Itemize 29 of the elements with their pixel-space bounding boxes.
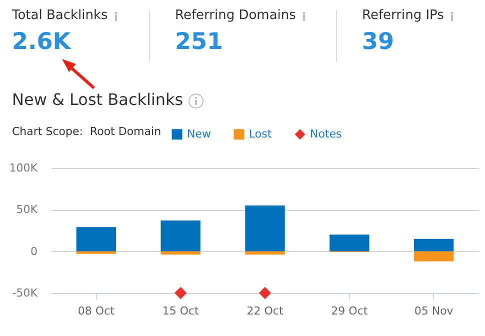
x-tick-label: 05 Nov — [414, 304, 454, 318]
bar — [414, 251, 454, 262]
text: 39 — [362, 29, 396, 55]
y-tick-label: -50K — [12, 286, 38, 300]
bar — [414, 238, 454, 252]
text: 2.6K — [12, 29, 72, 55]
y-tick-label: 100K — [9, 162, 38, 174]
legend-label: Notes — [310, 127, 342, 140]
x-tick-label: 15 Oct — [162, 304, 200, 318]
text: Chart Scope: Root Domain — [12, 125, 162, 138]
text: Total Backlinks — [12, 8, 109, 23]
y-tick-label: 50K — [16, 203, 38, 216]
x-tick-label: 08 Oct — [78, 304, 116, 318]
x-tick-label: 22 Oct — [246, 304, 284, 318]
chart-title: New & Lost Backlinks — [12, 90, 184, 109]
y-tick-label: 0 — [30, 244, 38, 258]
text: 251 — [175, 29, 224, 55]
bar — [245, 251, 285, 255]
text: Referring IPs — [362, 8, 445, 23]
legend-label: Lost — [249, 127, 272, 140]
bar — [245, 206, 285, 252]
legend-label: New — [187, 127, 211, 140]
x-tick-label: 29 Oct — [331, 304, 368, 318]
bar — [160, 251, 200, 255]
bar — [330, 234, 370, 252]
text: Referring Domains — [175, 8, 297, 23]
bar — [76, 227, 116, 252]
bar — [160, 220, 200, 252]
bar — [76, 251, 116, 254]
